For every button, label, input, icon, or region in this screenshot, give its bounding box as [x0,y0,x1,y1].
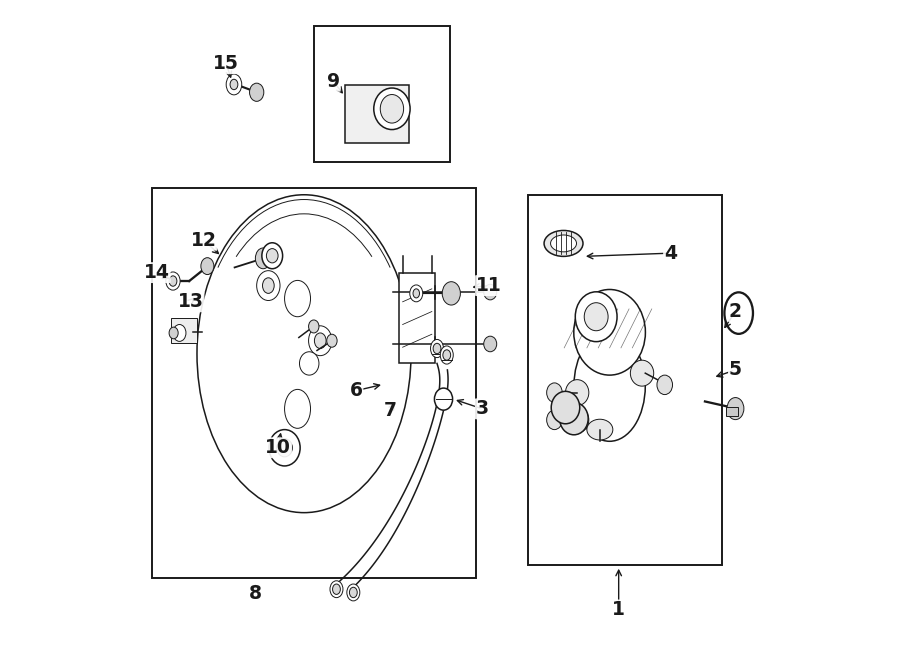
Ellipse shape [546,383,562,402]
Ellipse shape [435,388,453,410]
Ellipse shape [309,320,319,333]
Ellipse shape [544,230,583,256]
Ellipse shape [166,272,180,290]
Ellipse shape [575,292,617,342]
Ellipse shape [330,581,343,598]
Ellipse shape [169,327,178,339]
Ellipse shape [584,303,608,331]
Bar [345,85,410,143]
Ellipse shape [551,391,580,424]
Text: 6: 6 [349,381,363,401]
Bar [314,26,450,162]
Ellipse shape [169,276,177,286]
Bar [151,188,476,577]
Ellipse shape [546,410,562,430]
Text: 7: 7 [383,401,397,420]
Bar [171,318,197,343]
Text: 4: 4 [664,244,677,263]
Ellipse shape [381,95,403,123]
Ellipse shape [226,74,242,95]
Text: 5: 5 [729,360,742,379]
Ellipse shape [197,195,411,512]
Ellipse shape [201,258,214,275]
Ellipse shape [262,243,283,269]
Text: 11: 11 [476,276,502,295]
Ellipse shape [565,380,589,406]
Ellipse shape [551,235,577,252]
Ellipse shape [727,398,744,420]
Ellipse shape [256,248,271,269]
Ellipse shape [413,289,419,298]
Text: 12: 12 [191,230,216,250]
Ellipse shape [574,331,645,442]
Ellipse shape [266,249,278,263]
Ellipse shape [430,340,444,357]
Ellipse shape [560,402,589,435]
Bar [400,273,435,363]
Ellipse shape [333,584,340,594]
Ellipse shape [249,83,264,101]
Ellipse shape [263,278,274,293]
Text: 15: 15 [213,54,239,73]
Ellipse shape [230,79,238,89]
Ellipse shape [440,346,454,364]
Ellipse shape [410,285,423,302]
Ellipse shape [483,284,497,300]
Text: 14: 14 [144,263,170,282]
Ellipse shape [443,350,451,360]
Ellipse shape [483,336,497,352]
Ellipse shape [374,88,410,130]
Ellipse shape [327,334,338,347]
Ellipse shape [309,326,332,355]
Ellipse shape [284,389,310,428]
Ellipse shape [284,281,310,316]
Ellipse shape [630,360,653,386]
Bar [726,406,738,416]
Ellipse shape [442,282,461,305]
Text: 1: 1 [612,600,625,620]
Text: 13: 13 [177,293,203,311]
Ellipse shape [433,344,441,354]
Text: 10: 10 [266,438,291,457]
Ellipse shape [587,419,613,440]
Bar [528,195,723,565]
Text: 8: 8 [249,585,262,603]
Ellipse shape [256,271,280,301]
Ellipse shape [565,407,589,433]
Text: 3: 3 [476,399,489,418]
Text: 9: 9 [327,71,340,91]
Ellipse shape [574,289,645,375]
Text: 2: 2 [729,302,742,321]
Ellipse shape [277,439,292,457]
Ellipse shape [657,375,672,395]
Ellipse shape [346,584,360,601]
Ellipse shape [314,333,326,348]
Ellipse shape [173,324,186,342]
Ellipse shape [269,430,300,466]
Ellipse shape [300,352,319,375]
Ellipse shape [349,587,357,598]
